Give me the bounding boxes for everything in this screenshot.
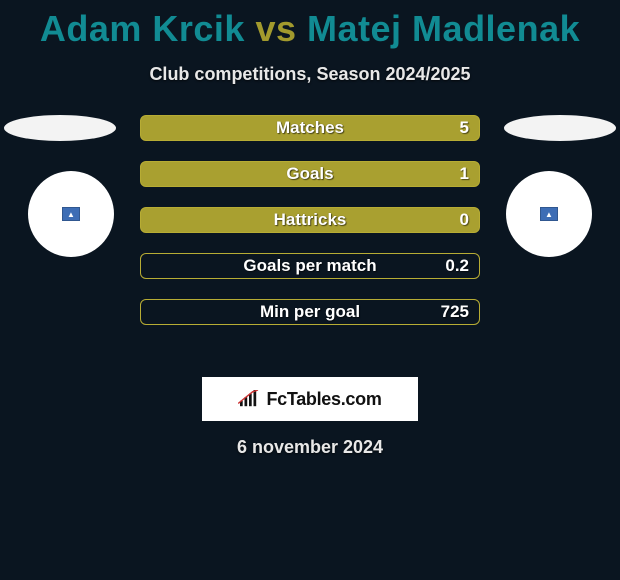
stat-label-text: Min per goal: [260, 302, 360, 321]
stat-value-right: 1: [460, 164, 469, 184]
stat-value-right: 725: [441, 302, 469, 322]
stat-value-right: 5: [460, 118, 469, 138]
title-vs: vs: [255, 8, 296, 49]
stat-value-right: 0.2: [445, 256, 469, 276]
stat-label: Min per goal: [141, 302, 479, 322]
stat-row: Hattricks 0: [140, 207, 480, 233]
stat-row: Goals per match 0.2: [140, 253, 480, 279]
stat-row: Goals 1: [140, 161, 480, 187]
chart-icon: [238, 390, 260, 408]
stat-label: Goals: [141, 164, 479, 184]
stat-label-text: Hattricks: [274, 210, 347, 229]
stat-label-text: Goals: [286, 164, 333, 183]
stat-label: Matches: [141, 118, 479, 138]
comparison-widget: Adam Krcik vs Matej Madlenak Club compet…: [0, 0, 620, 580]
snapshot-date: 6 november 2024: [0, 437, 620, 458]
stat-rows: Matches 5 Goals 1 Hattricks 0 Goals per match 0…: [140, 115, 480, 345]
page-title: Adam Krcik vs Matej Madlenak: [0, 0, 620, 50]
source-logo[interactable]: FcTables.com: [202, 377, 418, 421]
player1-photo-placeholder: [4, 115, 116, 141]
stat-value-right: 0: [460, 210, 469, 230]
stat-label: Hattricks: [141, 210, 479, 230]
subtitle: Club competitions, Season 2024/2025: [0, 64, 620, 85]
stat-row: Matches 5: [140, 115, 480, 141]
stat-label-text: Matches: [276, 118, 344, 137]
club-badge-icon: ▲: [62, 207, 80, 221]
club-badge-icon: ▲: [540, 207, 558, 221]
player2-photo-placeholder: [504, 115, 616, 141]
comparison-body: ▲ ▲ Matches 5 Goals 1 Hattricks 0 Goals per ma…: [0, 115, 620, 355]
stat-label-text: Goals per match: [243, 256, 376, 275]
player2-club-badge: ▲: [506, 171, 592, 257]
stat-row: Min per goal 725: [140, 299, 480, 325]
title-player2: Matej Madlenak: [307, 8, 580, 49]
player1-club-badge: ▲: [28, 171, 114, 257]
source-logo-text: FcTables.com: [266, 389, 381, 410]
title-player1: Adam Krcik: [40, 8, 245, 49]
stat-label: Goals per match: [141, 256, 479, 276]
